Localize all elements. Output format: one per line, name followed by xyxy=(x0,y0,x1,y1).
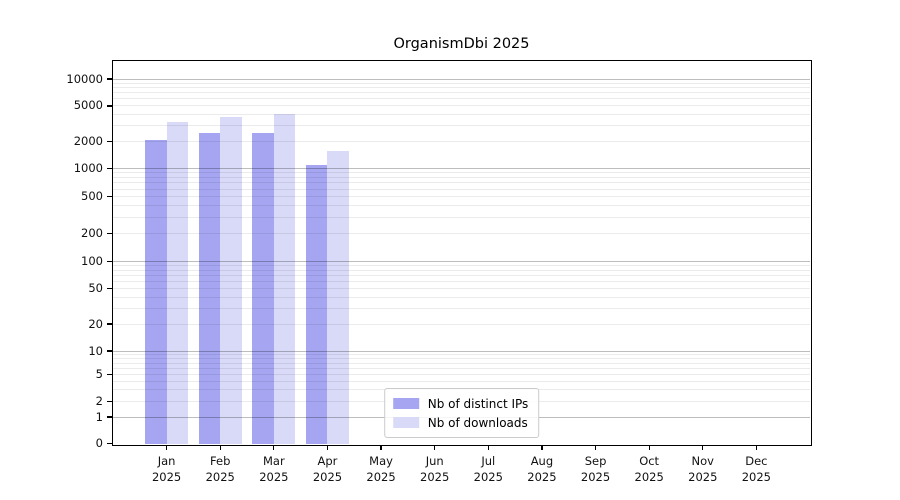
x-tick-mark xyxy=(702,445,704,450)
x-tick-mark xyxy=(648,445,650,450)
y-tick-mark xyxy=(107,167,112,170)
x-tick-label: Feb 2025 xyxy=(205,454,235,484)
x-tick-label: Aug 2025 xyxy=(527,454,557,484)
y-tick-mark xyxy=(107,105,112,107)
x-tick-mark xyxy=(755,445,758,450)
y-tick-label: 20 xyxy=(88,316,103,331)
bar-downloads-mar xyxy=(273,114,296,444)
y-tick-label: 10 xyxy=(88,343,103,358)
x-tick-mark xyxy=(273,445,275,450)
legend-item-downloads: Nb of downloads xyxy=(392,413,529,432)
y-tick-mark xyxy=(107,140,112,143)
x-tick-label: Nov 2025 xyxy=(688,454,718,484)
y-tick-mark xyxy=(107,232,112,235)
y-tick-label: 200 xyxy=(81,226,103,240)
y-tick-label: 2000 xyxy=(73,134,103,149)
x-tick-label: Dec 2025 xyxy=(741,454,772,484)
y-tick-mark xyxy=(107,195,112,198)
y-tick-mark xyxy=(107,260,112,263)
y-tick-mark xyxy=(107,416,112,418)
bar-ips-apr xyxy=(306,165,328,444)
bars-layer xyxy=(113,61,810,444)
x-tick-label: Oct 2025 xyxy=(634,454,664,484)
y-tick-label: 5000 xyxy=(73,98,103,113)
x-tick-mark xyxy=(594,445,597,450)
y-tick-label: 1000 xyxy=(73,161,103,175)
y-tick-label: 5 xyxy=(95,367,103,381)
bar-downloads-feb xyxy=(220,116,242,444)
y-tick-mark xyxy=(107,323,112,325)
x-tick-label: Apr 2025 xyxy=(312,454,343,484)
y-tick-mark xyxy=(107,442,112,445)
legend-item-distinct-ips: Nb of distinct IPs xyxy=(392,394,529,413)
x-tick-label: Mar 2025 xyxy=(259,454,289,484)
y-tick-label: 50 xyxy=(88,280,103,295)
x-tick-mark xyxy=(380,445,382,450)
x-tick-label: Jun 2025 xyxy=(420,454,450,484)
x-tick-mark xyxy=(326,445,329,450)
bar-ips-feb xyxy=(198,132,221,444)
legend-label: Nb of distinct IPs xyxy=(427,396,529,411)
legend: Nb of distinct IPs Nb of downloads xyxy=(383,388,540,438)
x-tick-label: Jan 2025 xyxy=(151,454,182,484)
x-tick-mark xyxy=(487,445,489,450)
chart-title: OrganismDbi 2025 xyxy=(393,36,530,52)
y-tick-mark xyxy=(107,350,112,352)
x-tick-mark xyxy=(165,445,168,450)
legend-swatch xyxy=(392,417,419,428)
bar-ips-jan xyxy=(145,139,167,444)
x-tick-label: Jul 2025 xyxy=(473,454,503,484)
bar-downloads-apr xyxy=(327,150,349,444)
y-tick-mark xyxy=(107,373,112,376)
x-tick-label: Sep 2025 xyxy=(580,454,611,484)
x-tick-mark xyxy=(434,445,436,450)
bar-downloads-jan xyxy=(166,121,189,444)
y-tick-label: 10000 xyxy=(66,71,103,86)
plot-area: Nb of distinct IPs Nb of downloads xyxy=(111,59,812,446)
y-tick-label: 0 xyxy=(95,436,103,450)
y-tick-label: 1 xyxy=(95,409,103,424)
y-tick-mark xyxy=(107,78,112,80)
x-tick-mark xyxy=(541,445,543,450)
x-tick-mark xyxy=(219,445,221,450)
legend-label: Nb of downloads xyxy=(427,415,528,430)
y-tick-label: 500 xyxy=(81,188,103,203)
legend-swatch xyxy=(392,398,419,409)
y-tick-label: 2 xyxy=(95,394,103,408)
y-tick-mark xyxy=(107,400,112,403)
x-tick-label: May 2025 xyxy=(366,454,396,484)
y-tick-mark xyxy=(107,287,112,290)
bar-ips-mar xyxy=(252,132,274,444)
y-tick-label: 100 xyxy=(81,254,103,268)
